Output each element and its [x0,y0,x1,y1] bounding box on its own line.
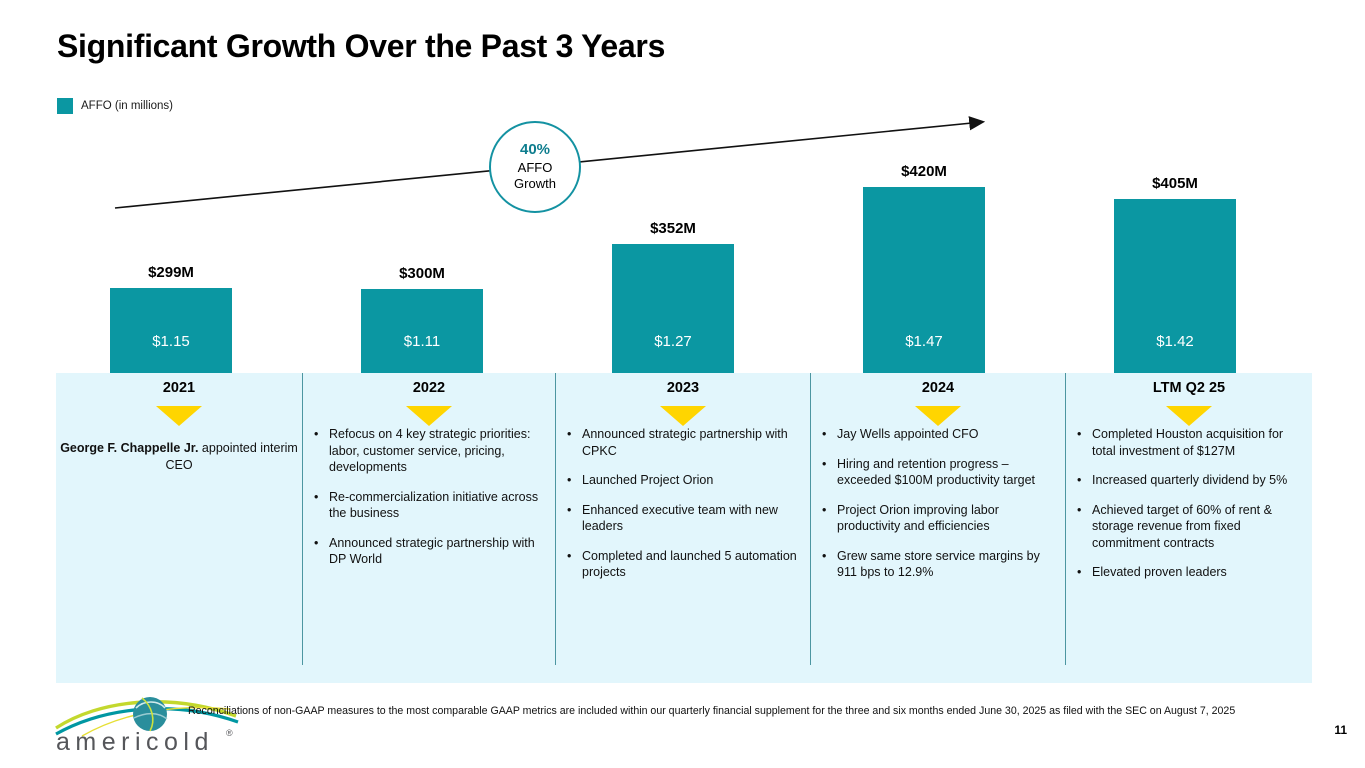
bullet-list: Refocus on 4 key strategic priorities: l… [303,426,555,568]
bar-group-ltm-q2-25: $405M $1.42 [1114,175,1236,373]
ceo-name: George F. Chappelle Jr. [60,441,199,455]
bullet-item: Announced strategic partnership with DP … [311,535,547,568]
bar-value-label: $300M [399,265,445,282]
timeline-column-ltm-q2-25: LTM Q2 25 Completed Houston acquisition … [1065,373,1312,665]
growth-label-line1: AFFO [517,160,553,176]
down-triangle-icon [660,406,706,426]
ceo-note: appointed interim CEO [165,441,298,472]
timeline-band: 2021 George F. Chappelle Jr. appointed i… [56,373,1312,683]
bullet-item: Increased quarterly dividend by 5% [1074,472,1304,489]
year-label: 2022 [412,380,446,396]
down-triangle-icon [915,406,961,426]
bar-group-2023: $352M $1.27 [612,220,734,373]
bullet-item: Elevated proven leaders [1074,564,1304,581]
bar-group-2024: $420M $1.47 [863,163,985,373]
logo-registered-mark: ® [226,728,233,738]
bullet-item: Hiring and retention progress – exceeded… [819,456,1057,489]
bar-group-2021: $299M $1.15 [110,264,232,373]
year-label: 2024 [921,380,955,396]
legend-label: AFFO (in millions) [81,100,174,112]
bullet-item: Achieved target of 60% of rent & storage… [1074,502,1304,552]
down-triangle-icon [1166,406,1212,426]
bullet-item: Grew same store service margins by 911 b… [819,548,1057,581]
affo-per-share-label: $1.27 [654,333,692,350]
timeline-column-2023: 2023 Announced strategic partnership wit… [555,373,810,665]
affo-per-share-label: $1.47 [905,333,943,350]
bar-group-2022: $300M $1.11 [361,265,483,373]
bullet-list: Announced strategic partnership with CPK… [556,426,810,581]
bullet-item: Completed Houston acquisition for total … [1074,426,1304,459]
bullet-item: Re-commercialization initiative across t… [311,489,547,522]
year-label: 2021 [162,380,196,396]
timeline-column-2024: 2024 Jay Wells appointed CFO Hiring and … [810,373,1065,665]
page-number: 11 [1334,723,1347,737]
bullet-item: Enhanced executive team with new leaders [564,502,802,535]
growth-percent: 40% [519,141,551,159]
affo-legend: AFFO (in millions) [57,98,173,114]
gaap-reconciliation-footnote: Reconciliations of non-GAAP measures to … [188,705,1236,717]
bar-value-label: $352M [650,220,696,237]
year-label: LTM Q2 25 [1152,380,1226,396]
bullet-item: Project Orion improving labor productivi… [819,502,1057,535]
down-triangle-icon [406,406,452,426]
affo-growth-badge: 40% AFFO Growth [489,121,581,213]
logo-wordmark: americold [56,728,214,756]
bar-value-label: $420M [901,163,947,180]
affo-bar-2021: $1.15 [110,288,232,373]
affo-bar-ltm-q2-25: $1.42 [1114,199,1236,373]
affo-bar-2023: $1.27 [612,244,734,373]
americold-logo: americold ® [55,697,239,756]
bullet-item: Announced strategic partnership with CPK… [564,426,802,459]
bullet-item: Jay Wells appointed CFO [819,426,1057,443]
bar-value-label: $405M [1152,175,1198,192]
bullet-item: Refocus on 4 key strategic priorities: l… [311,426,547,476]
affo-bar-2022: $1.11 [361,289,483,373]
affo-per-share-label: $1.11 [403,333,441,350]
bullet-item: Completed and launched 5 automation proj… [564,548,802,581]
page-title: Significant Growth Over the Past 3 Years [57,28,666,64]
affo-per-share-label: $1.42 [1156,333,1194,350]
column-headline: George F. Chappelle Jr. appointed interi… [56,440,302,473]
bullet-list: Completed Houston acquisition for total … [1066,426,1312,581]
timeline-column-2022: 2022 Refocus on 4 key strategic prioriti… [302,373,555,665]
bullet-list: Jay Wells appointed CFO Hiring and reten… [811,426,1065,581]
year-label: 2023 [666,380,700,396]
growth-label-line2: Growth [514,176,556,192]
legend-swatch-icon [57,98,73,114]
timeline-column-2021: 2021 George F. Chappelle Jr. appointed i… [56,373,302,665]
down-triangle-icon [156,406,202,426]
affo-per-share-label: $1.15 [152,333,190,350]
bullet-item: Launched Project Orion [564,472,802,489]
bar-value-label: $299M [148,264,194,281]
affo-bar-2024: $1.47 [863,187,985,373]
